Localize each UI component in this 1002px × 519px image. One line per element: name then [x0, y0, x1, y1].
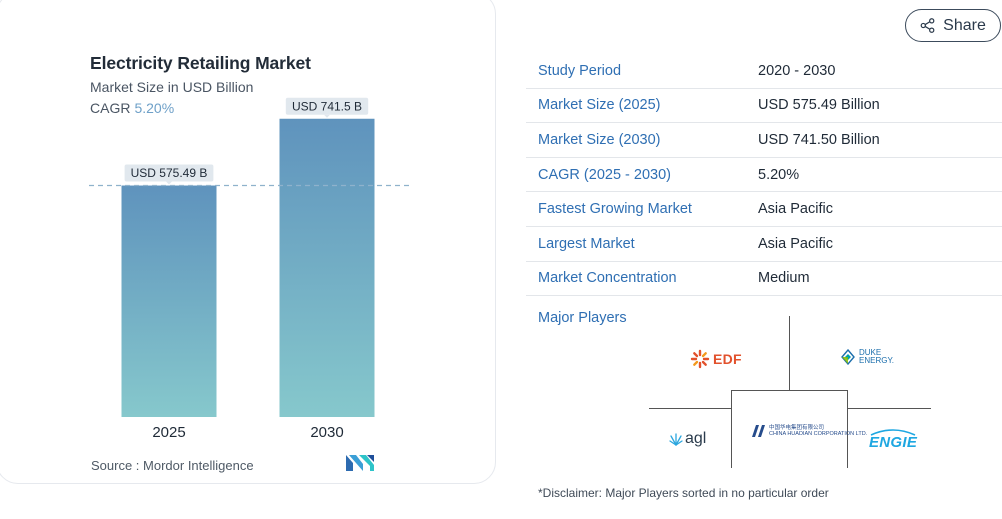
edf-burst-icon	[690, 349, 710, 369]
agl-sunburst-icon	[669, 433, 683, 446]
market-info-table: Study Period 2020 - 2030 Market Size (20…	[526, 54, 1002, 297]
data-label: USD 575.49 B	[131, 166, 208, 180]
engie-logo: ENGIE	[869, 429, 918, 452]
bar-chart: USD 575.49 B 2025 USD 741.5 B 2030	[89, 97, 410, 441]
china-huadian-logo: 中国华电集团有限公司 CHINA HUADIAN CORPORATION LTD…	[752, 425, 867, 437]
info-row-cagr: CAGR (2025 - 2030) 5.20%	[526, 158, 1002, 193]
info-value: USD 741.50 Billion	[758, 131, 880, 148]
cagr-line: CAGR 5.20%	[90, 100, 174, 116]
duke-energy-logo-text: DUKE ENERGY.	[859, 349, 894, 365]
data-label-bg	[285, 97, 369, 115]
info-row-market-size-2030: Market Size (2030) USD 741.50 Billion	[526, 123, 1002, 158]
info-label: Market Size (2030)	[538, 131, 661, 148]
info-value: Asia Pacific	[758, 235, 833, 252]
market-summary-card	[0, 0, 496, 484]
share-label: Share	[943, 16, 986, 34]
duke-energy-logo: DUKE ENERGY.	[840, 349, 894, 365]
duke-energy-line2: ENERGY.	[859, 356, 894, 365]
engie-logo-text: ENGIE	[869, 434, 918, 451]
info-row-study-period: Study Period 2020 - 2030	[526, 54, 1002, 89]
duke-energy-mark-icon	[841, 349, 855, 365]
cagr-value: 5.20%	[134, 100, 175, 116]
info-label: Market Size (2025)	[538, 97, 661, 114]
chart-title: Electricity Retailing Market	[90, 53, 311, 73]
chart-source: Source : Mordor Intelligence	[91, 458, 254, 473]
info-label: Market Concentration	[538, 270, 677, 287]
mordor-intelligence-logo	[346, 455, 374, 471]
grid-divider	[649, 408, 731, 409]
china-huadian-line1: 中国华电集团有限公司	[769, 425, 825, 431]
info-value: Medium	[758, 270, 810, 287]
info-label: Largest Market	[538, 235, 635, 252]
china-huadian-logo-text: 中国华电集团有限公司 CHINA HUADIAN CORPORATION LTD…	[769, 425, 867, 437]
grid-divider	[848, 408, 931, 409]
info-value: USD 575.49 Billion	[758, 97, 880, 114]
info-row-largest-market: Largest Market Asia Pacific	[526, 227, 1002, 262]
info-row-fastest-growing: Fastest Growing Market Asia Pacific	[526, 192, 1002, 227]
share-button[interactable]: Share	[905, 9, 1001, 42]
players-disclaimer: *Disclaimer: Major Players sorted in no …	[538, 486, 829, 500]
grid-divider	[789, 316, 790, 390]
major-players-label: Major Players	[538, 310, 627, 326]
info-label: CAGR (2025 - 2030)	[538, 166, 671, 183]
x-tick-label: 2025	[152, 424, 185, 441]
chart-subtitle: Market Size in USD Billion	[90, 79, 254, 95]
info-value: Asia Pacific	[758, 201, 833, 218]
share-icon	[920, 18, 935, 33]
agl-logo-text: agl	[685, 430, 707, 447]
data-label-pointer	[324, 114, 330, 118]
info-row-concentration: Market Concentration Medium	[526, 262, 1002, 297]
data-label-pointer	[166, 181, 172, 185]
engie-mark: ENGIE	[869, 429, 918, 452]
info-value: 5.20%	[758, 166, 800, 183]
bar-2025	[121, 185, 217, 417]
china-huadian-line2: CHINA HUADIAN CORPORATION LTD.	[769, 431, 868, 437]
x-tick-label: 2030	[310, 424, 343, 441]
edf-logo-text: EDF	[713, 351, 742, 367]
bar-2030	[279, 118, 375, 417]
info-label: Fastest Growing Market	[538, 201, 692, 218]
engie-arc-icon	[870, 429, 916, 436]
data-label: USD 741.5 B	[292, 99, 362, 113]
info-value: 2020 - 2030	[758, 62, 836, 79]
major-players-grid	[649, 316, 931, 468]
info-label: Study Period	[538, 62, 622, 79]
data-label-bg	[124, 164, 214, 182]
grid-center-box	[731, 390, 848, 468]
duke-energy-line1: DUKE	[859, 348, 882, 357]
agl-logo: agl	[669, 430, 706, 448]
edf-logo: EDF	[690, 349, 742, 369]
china-huadian-mark-icon	[752, 425, 765, 437]
cagr-label: CAGR	[90, 100, 131, 116]
info-row-market-size-2025: Market Size (2025) USD 575.49 Billion	[526, 89, 1002, 124]
